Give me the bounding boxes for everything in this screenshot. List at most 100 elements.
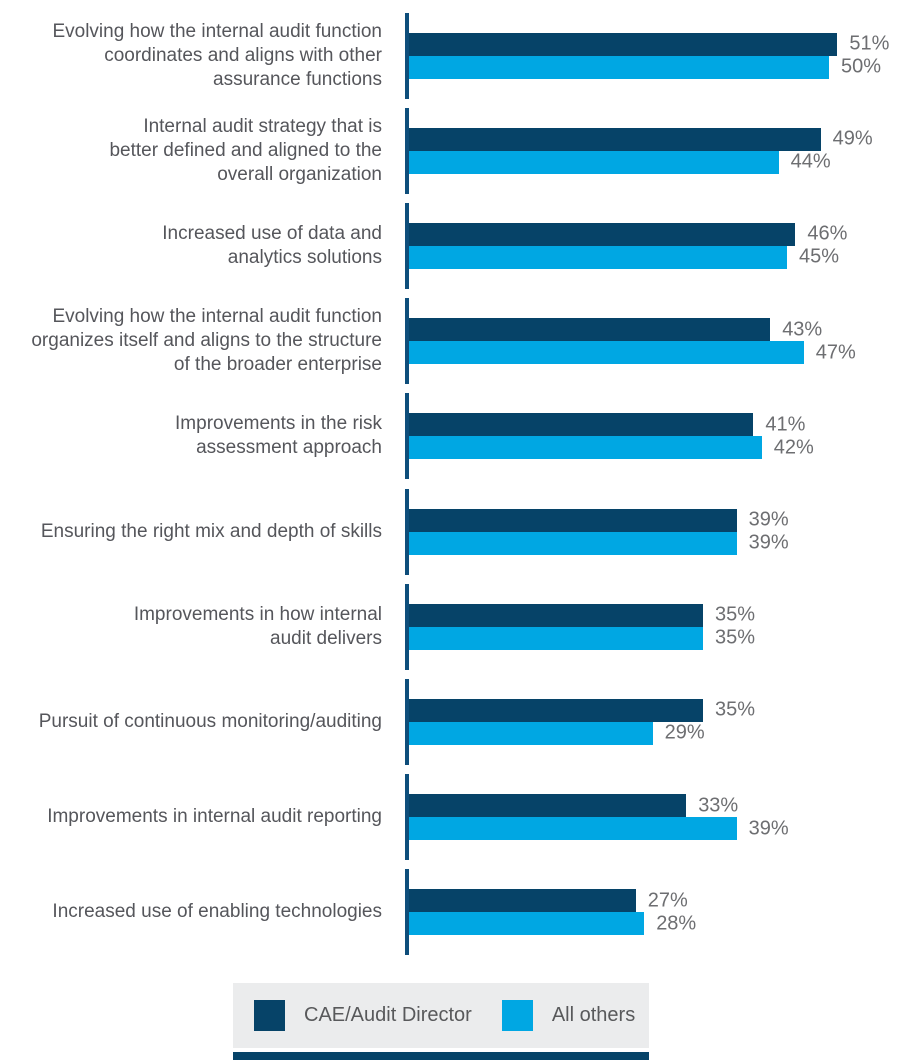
value-label-cae: 35% bbox=[715, 698, 756, 721]
category-label: Increased use of data and analytics solut… bbox=[0, 222, 405, 270]
chart-row: Increased use of data and analytics solut… bbox=[0, 198, 900, 293]
axis-tick bbox=[405, 488, 409, 575]
category-label-line: Internal audit strategy that is bbox=[143, 115, 382, 137]
axis-tick bbox=[405, 774, 409, 861]
axis-tick bbox=[405, 583, 409, 670]
category-label-line: Evolving how the internal audit function bbox=[52, 20, 382, 42]
chart-row: Improvements in internal audit reporting… bbox=[0, 770, 900, 865]
value-label-all-others: 50% bbox=[841, 55, 882, 78]
bar-pair: 49% 44% bbox=[409, 127, 873, 174]
value-label-cae: 41% bbox=[765, 413, 806, 436]
bar-pair: 41% 42% bbox=[409, 413, 814, 460]
value-label-all-others: 35% bbox=[715, 626, 756, 649]
category-label-line: overall organization bbox=[217, 163, 382, 185]
bar-cae-audit-director: 43% bbox=[409, 318, 822, 342]
bar-all-others: 47% bbox=[409, 341, 856, 365]
value-label-cae: 51% bbox=[849, 32, 890, 55]
chart-row: Evolving how the internal audit function… bbox=[0, 8, 900, 103]
axis-tick bbox=[405, 869, 409, 956]
value-label-cae: 49% bbox=[832, 127, 873, 150]
bar-all-others: 39% bbox=[409, 531, 789, 555]
row-plot-area: 27% 28% bbox=[405, 865, 900, 960]
category-label-line: Ensuring the right mix and depth of skil… bbox=[40, 520, 382, 542]
value-label-cae: 33% bbox=[698, 794, 739, 817]
bar-cae-audit-director: 39% bbox=[409, 508, 789, 532]
value-label-all-others: 47% bbox=[815, 341, 856, 364]
chart-row: Improvements in the risk assessment appro… bbox=[0, 389, 900, 484]
chart-row: Pursuit of continuous monitoring/auditin… bbox=[0, 674, 900, 769]
category-label-line: Evolving how the internal audit function bbox=[52, 306, 382, 328]
category-label-line: Improvements in the risk bbox=[175, 413, 382, 435]
legend-item-all-others: All others bbox=[501, 999, 636, 1031]
category-label-line: Pursuit of continuous monitoring/auditin… bbox=[38, 710, 382, 732]
category-label-line: organizes itself and aligns to the struc… bbox=[31, 330, 382, 352]
bar-all-others: 35% bbox=[409, 626, 755, 650]
bar-cae-audit-director: 27% bbox=[409, 889, 688, 913]
row-plot-area: 35% 35% bbox=[405, 579, 900, 674]
axis-tick bbox=[405, 393, 409, 480]
legend-item-cae: CAE/Audit Director bbox=[254, 999, 472, 1031]
value-label-cae: 27% bbox=[647, 889, 688, 912]
category-label: Evolving how the internal audit function… bbox=[0, 305, 405, 377]
value-label-all-others: 45% bbox=[799, 245, 840, 268]
legend-box: CAE/Audit Director All others bbox=[233, 982, 649, 1048]
legend-swatch-cae bbox=[254, 999, 285, 1031]
category-label: Internal audit strategy that is better de… bbox=[0, 115, 405, 187]
bar-cae-audit-director: 46% bbox=[409, 222, 847, 246]
legend-label-all-others: All others bbox=[551, 1003, 636, 1026]
row-plot-area: 49% 44% bbox=[405, 103, 900, 198]
bar-cae-audit-director: 41% bbox=[409, 413, 805, 437]
value-label-all-others: 29% bbox=[664, 721, 705, 744]
category-label: Ensuring the right mix and depth of skil… bbox=[0, 520, 405, 544]
chart-rows: Evolving how the internal audit function… bbox=[0, 8, 900, 960]
axis-tick bbox=[405, 107, 409, 194]
axis-tick bbox=[405, 298, 409, 385]
bar-pair: 39% 39% bbox=[409, 508, 789, 555]
category-label: Improvements in internal audit reporting bbox=[0, 805, 405, 829]
bar-cae-audit-director: 35% bbox=[409, 698, 755, 722]
bar-pair: 27% 28% bbox=[409, 889, 696, 936]
chart-row: Ensuring the right mix and depth of skil… bbox=[0, 484, 900, 579]
category-label-line: Increased use of data and bbox=[162, 222, 382, 244]
bar-cae-audit-director: 51% bbox=[409, 32, 889, 56]
bar-pair: 35% 35% bbox=[409, 603, 755, 650]
row-plot-area: 41% 42% bbox=[405, 389, 900, 484]
legend-label-cae: CAE/Audit Director bbox=[304, 1003, 472, 1026]
value-label-cae: 43% bbox=[782, 318, 823, 341]
bar-all-others: 45% bbox=[409, 245, 839, 269]
bar-cae-audit-director: 49% bbox=[409, 127, 873, 151]
legend-swatch-all-others bbox=[501, 999, 533, 1031]
bar-pair: 51% 50% bbox=[409, 32, 889, 79]
bar-pair: 35% 29% bbox=[409, 698, 755, 745]
bar-pair: 43% 47% bbox=[409, 318, 856, 365]
category-label-line: analytics solutions bbox=[227, 246, 382, 268]
chart-row: Internal audit strategy that is better de… bbox=[0, 103, 900, 198]
bar-pair: 46% 45% bbox=[409, 222, 847, 269]
row-plot-area: 46% 45% bbox=[405, 198, 900, 293]
value-label-all-others: 39% bbox=[748, 817, 789, 840]
bar-cae-audit-director: 33% bbox=[409, 794, 738, 818]
row-plot-area: 33% 39% bbox=[405, 770, 900, 865]
category-label: Evolving how the internal audit function… bbox=[0, 20, 405, 92]
category-label: Pursuit of continuous monitoring/auditin… bbox=[0, 710, 405, 734]
row-plot-area: 39% 39% bbox=[405, 484, 900, 579]
row-plot-area: 43% 47% bbox=[405, 294, 900, 389]
value-label-cae: 46% bbox=[807, 222, 848, 245]
bar-all-others: 29% bbox=[409, 721, 705, 745]
category-label-line: assurance functions bbox=[213, 68, 382, 90]
row-plot-area: 51% 50% bbox=[405, 8, 900, 103]
chart-row: Increased use of enabling technologies 2… bbox=[0, 865, 900, 960]
row-plot-area: 35% 29% bbox=[405, 674, 900, 769]
category-label-line: assessment approach bbox=[196, 437, 382, 459]
category-label: Improvements in how internal audit delive… bbox=[0, 603, 405, 651]
category-label-line: Improvements in internal audit reporting bbox=[47, 806, 382, 828]
bar-pair: 33% 39% bbox=[409, 794, 789, 841]
category-label: Improvements in the risk assessment appro… bbox=[0, 412, 405, 460]
bar-all-others: 44% bbox=[409, 150, 831, 174]
category-label: Increased use of enabling technologies bbox=[0, 900, 405, 924]
legend: CAE/Audit Director All others bbox=[233, 982, 649, 1060]
bar-all-others: 28% bbox=[409, 912, 696, 936]
legend-underline bbox=[233, 1051, 649, 1060]
bar-all-others: 42% bbox=[409, 436, 814, 460]
